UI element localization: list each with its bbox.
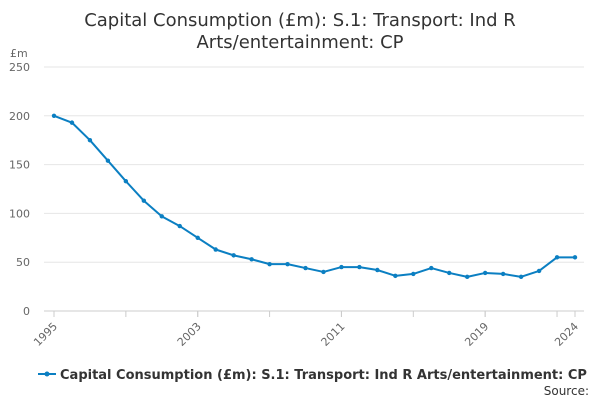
chart-title-line-2: Arts/entertainment: CP [196, 32, 403, 53]
data-point-2006 [249, 257, 254, 262]
legend-label: Capital Consumption (£m): S.1: Transport… [60, 368, 587, 383]
data-point-1996 [69, 120, 75, 125]
chart-title-line-1: Capital Consumption (£m): S.1: Transport… [84, 10, 516, 31]
legend[interactable]: Capital Consumption (£m): S.1: Transport… [38, 368, 587, 383]
data-point-2002 [177, 223, 182, 229]
data-point-2004 [213, 247, 218, 252]
data-point-2001 [159, 214, 164, 219]
y-tick-label-100: 100 [9, 207, 30, 220]
data-point-2019 [482, 270, 488, 276]
data-point-1997 [87, 138, 93, 143]
series-layer [51, 113, 578, 280]
data-point-2022 [536, 268, 542, 274]
y-axis-unit-label: £m [10, 47, 28, 60]
data-point-2020 [500, 271, 506, 277]
data-point-2013 [375, 267, 380, 273]
x-tick-label-2011: 2011 [319, 320, 348, 349]
data-point-1999 [123, 178, 129, 184]
y-tick-label-0: 0 [23, 305, 30, 318]
data-point-2021 [518, 274, 524, 280]
data-point-2015 [411, 271, 416, 277]
data-point-2009 [303, 265, 308, 271]
y-tick-label-200: 200 [9, 110, 30, 123]
x-tick-label-2003: 2003 [175, 320, 204, 349]
data-point-2000 [141, 198, 147, 203]
x-axis [44, 310, 584, 317]
y-tick-label-250: 250 [9, 61, 30, 74]
data-point-2014 [393, 273, 398, 279]
data-point-2012 [357, 264, 362, 270]
data-point-2016 [429, 265, 434, 271]
y-tick-label-150: 150 [9, 159, 30, 172]
x-tick-label-2019: 2019 [462, 320, 491, 349]
x-tick-label-2024: 2024 [552, 320, 581, 349]
data-point-2010 [321, 269, 326, 275]
data-point-2018 [465, 274, 470, 280]
data-point-2023 [554, 255, 560, 260]
data-point-2008 [285, 261, 290, 267]
y-axis-ticks: 0 50 100 150 200 250 [9, 61, 30, 318]
legend-marker-swatch [44, 371, 50, 377]
series-line-0 [53, 114, 576, 278]
y-tick-label-50: 50 [16, 256, 30, 269]
data-point-2007 [267, 261, 272, 267]
data-point-2005 [231, 253, 236, 258]
x-tick-label-1995: 1995 [31, 320, 60, 349]
x-axis-ticks: 1995 2003 2011 2019 2024 [31, 320, 581, 349]
data-point-2003 [195, 235, 200, 240]
data-point-2024 [572, 255, 578, 260]
data-point-1998 [105, 158, 111, 163]
data-point-2017 [447, 270, 452, 276]
data-point-1995 [51, 113, 57, 119]
data-point-2011 [339, 264, 344, 270]
source-label: Source: [544, 384, 589, 398]
grid-lines [44, 66, 584, 263]
